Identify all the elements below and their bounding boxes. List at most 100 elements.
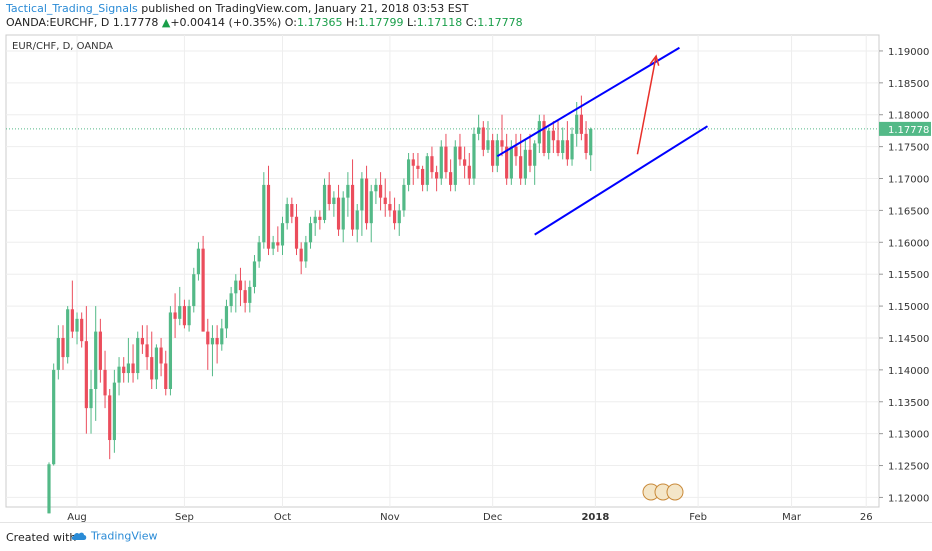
candle-body [168,312,173,389]
candle-body [243,290,247,303]
candle-body [486,140,490,150]
candle-body [140,337,144,345]
candle-body [47,464,51,514]
x-tick-label: 2018 [581,512,609,522]
candle-body [392,210,397,224]
candle-body [346,184,350,198]
x-tick-label: 26 [860,512,873,522]
y-tick-label: 1.14000 [888,366,929,377]
candle-body [98,331,102,370]
candle-body [388,204,392,211]
candle-body [360,178,364,211]
candle-body [491,140,495,166]
candles [47,95,593,514]
candle-body [495,140,499,166]
candle-body [322,184,327,220]
candle-body [224,306,229,329]
tradingview-cloud-icon [71,532,87,540]
events-icon[interactable] [642,483,684,501]
publish-line: Tactical_Trading_Signals published on Tr… [6,2,468,15]
candle-body [313,216,317,224]
last-price: 1.17778 [112,16,159,29]
x-tick-label: Mar [782,512,802,522]
candle-body [551,130,555,141]
y-tick-label: 1.16500 [888,206,929,217]
candle-body [136,337,140,374]
high-value: 1.17799 [357,16,404,29]
author-link[interactable]: Tactical_Trading_Signals [6,2,138,15]
time-axis[interactable]: Aug Sep Oct Nov Dec 2018 Feb Mar 26 [67,512,872,522]
candle-body [341,197,345,230]
y-tick-label: 1.15500 [888,270,929,281]
candle-body [458,146,462,160]
candle-body [145,344,149,358]
candle-body [336,197,341,230]
candle-body [131,363,135,374]
footer: Created with TradingView [0,522,932,551]
x-tick-label: Aug [67,512,87,522]
candle-body [453,146,457,185]
x-tick-label: Oct [274,512,291,522]
candle-body [290,204,294,217]
y-tick-label: 1.17000 [888,175,929,186]
y-tick-label: 1.15000 [888,302,929,313]
y-tick-label: 1.18500 [888,79,929,90]
candle-body [220,328,224,345]
y-tick-label: 1.12500 [888,462,929,473]
candle-body [589,128,593,156]
grid [6,35,879,507]
candle-body [547,130,551,153]
price-axis[interactable]: 1.19000 1.18500 1.18000 1.17500 1.17000 1.165… [879,47,931,504]
candle-body [187,306,191,326]
channel-upper-line [496,46,680,158]
x-tick-label: Nov [380,512,400,522]
candle-body [402,184,406,211]
change-arrow-icon: ▲ [161,16,171,29]
candle-body [411,159,415,166]
current-price-tag [879,121,931,136]
plot-area [5,34,880,508]
y-tick-label: 1.17500 [888,143,929,154]
brand-name: TradingView [91,529,158,543]
candle-body [150,357,154,380]
candle-body [421,168,425,185]
channel-lower-line [534,125,709,236]
forecast-arrow-head [649,54,660,66]
candle-body [463,159,467,166]
candle-body [56,337,60,370]
candle-body [584,133,588,153]
candle-body [52,369,56,465]
candle-body [215,337,219,345]
drawings[interactable] [496,46,709,236]
candle-body [397,210,401,224]
candle-body [210,337,215,345]
tradingview-link[interactable]: TradingView [71,529,157,543]
candle-body [355,210,359,230]
created-with-label: Created with [6,531,77,544]
candle-body [533,143,537,166]
chart-header: Tactical_Trading_Signals published on Tr… [0,0,932,30]
change-value: +0.00414 (+0.35%) [170,16,282,29]
candle-body [444,146,448,173]
symbol-label: OANDA:EURCHF, D [6,16,110,29]
candle-body [430,156,434,173]
candle-body [514,146,518,157]
candle-body [374,184,378,192]
candle-body [565,140,569,160]
candle-body [383,197,387,205]
candle-body [579,114,583,134]
open-label: O: [284,16,297,29]
y-tick-label: 1.16000 [888,238,929,249]
candle-body [350,184,355,230]
candle-body [89,389,93,409]
candle-body [196,248,201,275]
low-value: 1.17118 [416,16,463,29]
candle-body [94,331,98,389]
candle-body [467,165,471,179]
candle-body [318,216,322,220]
price-chart[interactable]: 1.19000 1.18500 1.18000 1.17500 1.17000 1.165… [0,30,932,522]
y-tick-label: 1.13500 [888,398,929,409]
close-value: 1.17778 [477,16,523,29]
candle-body [164,363,168,389]
candle-body [112,382,116,441]
